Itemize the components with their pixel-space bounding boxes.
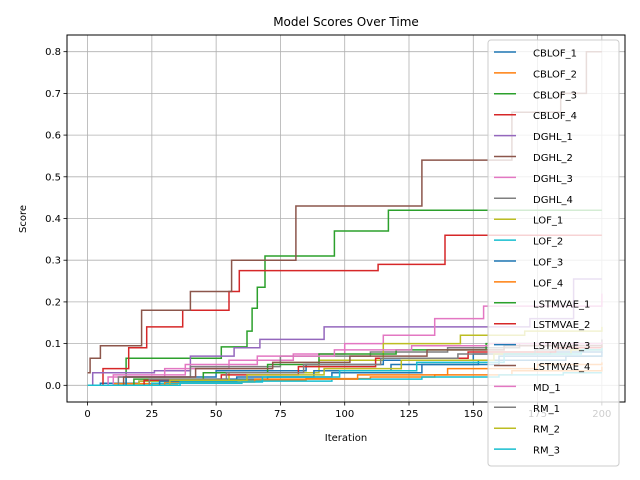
legend-label: LSTMVAE_4	[533, 362, 590, 373]
x-axis-label: Iteration	[325, 433, 367, 444]
y-tick-label: 0.5	[45, 172, 61, 183]
legend-label: LOF_3	[533, 258, 563, 269]
legend-label: LSTMVAE_2	[533, 320, 590, 331]
y-tick-label: 0.6	[45, 131, 61, 142]
legend-label: CBLOF_2	[533, 69, 577, 80]
legend-label: LOF_2	[533, 237, 563, 248]
legend-label: DGHL_2	[533, 153, 573, 164]
chart-title: Model Scores Over Time	[273, 15, 419, 29]
y-tick-label: 0.1	[45, 339, 61, 350]
y-tick-label: 0.2	[45, 297, 61, 308]
legend-label: MD_1	[533, 383, 561, 394]
x-tick-label: 0	[84, 409, 90, 420]
legend-label: DGHL_3	[533, 174, 573, 185]
y-tick-label: 0.7	[45, 89, 61, 100]
series-line-cblof-3	[87, 209, 602, 387]
y-tick-label: 0.8	[45, 47, 61, 58]
legend-label: DGHL_1	[533, 132, 573, 143]
x-tick-label: 50	[210, 409, 223, 420]
legend-label: CBLOF_3	[533, 90, 577, 101]
legend-label: LSTMVAE_3	[533, 341, 590, 352]
y-tick-label: 0.4	[45, 214, 61, 225]
legend-label: CBLOF_4	[533, 111, 577, 122]
legend-label: LOF_4	[533, 278, 563, 289]
y-axis-label: Score	[18, 205, 29, 233]
x-tick-label: 100	[335, 409, 354, 420]
legend-label: LOF_1	[533, 216, 563, 227]
legend-label: RM_2	[533, 425, 560, 436]
legend-label: LSTMVAE_1	[533, 299, 590, 310]
legend-label: CBLOF_1	[533, 49, 577, 60]
legend-label: DGHL_4	[533, 195, 573, 206]
legend-label: RM_3	[533, 446, 560, 457]
x-tick-label: 75	[274, 409, 287, 420]
y-tick-label: 0.3	[45, 256, 61, 267]
legend: CBLOF_1 CBLOF_2 CBLOF_3 CBLOF_4 DGHL_1 DGHL_2…	[487, 39, 620, 467]
series-line-cblof-4	[87, 234, 602, 387]
x-tick-label: 125	[399, 409, 418, 420]
legend-box	[487, 39, 620, 467]
x-tick-label: 25	[145, 409, 158, 420]
x-tick-label: 150	[464, 409, 483, 420]
legend-label: RM_1	[533, 404, 560, 415]
y-tick-label: 0.0	[45, 381, 61, 392]
